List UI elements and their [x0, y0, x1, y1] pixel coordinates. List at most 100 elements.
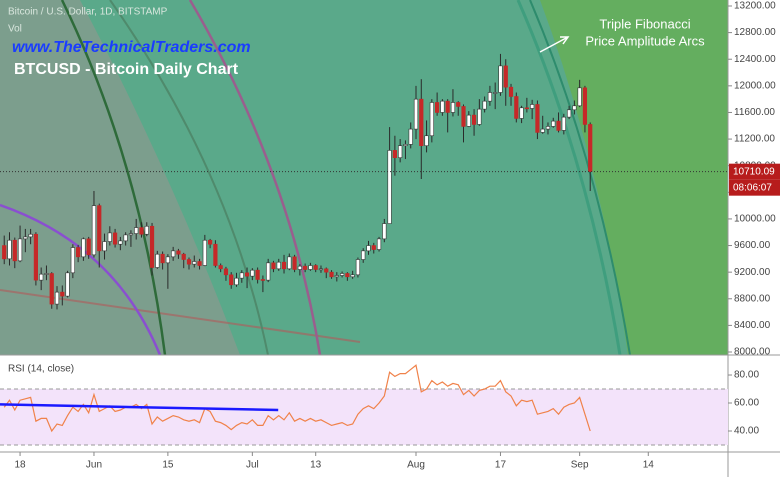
candle-body: [97, 205, 102, 252]
candle-body: [339, 273, 345, 276]
x-tick-label: 14: [643, 460, 655, 471]
candle-body: [292, 256, 297, 270]
x-tick-label: Jun: [86, 460, 102, 471]
candle-body: [23, 236, 28, 240]
candle-body: [572, 105, 577, 111]
candle-body: [535, 104, 540, 133]
candle-body: [466, 114, 471, 127]
candle-body: [213, 243, 218, 266]
candle-body: [376, 238, 382, 250]
candle-body: [403, 144, 408, 147]
y-tick-label: 8400.00: [734, 320, 771, 331]
candle-body: [33, 233, 38, 281]
candle-body: [561, 116, 566, 131]
candle-body: [530, 104, 535, 109]
candle-body: [577, 87, 582, 107]
y-tick-label: 11200.00: [734, 134, 775, 145]
candle-body: [70, 247, 75, 274]
candle-body: [493, 92, 498, 94]
candle-body: [112, 232, 118, 245]
candle-body: [287, 256, 292, 270]
candle-body: [540, 128, 545, 133]
y-tick-label: 80.00: [734, 370, 759, 381]
candle-body: [266, 262, 271, 281]
candle-body: [260, 279, 266, 281]
candle-body: [60, 291, 65, 297]
candle-body: [144, 225, 149, 235]
candle-body: [355, 259, 361, 276]
candle-body: [65, 272, 70, 297]
y-tick-label: 12000.00: [734, 80, 776, 91]
rsi-band: [0, 389, 728, 446]
candle-body: [208, 239, 213, 245]
candle-body: [477, 108, 482, 125]
candle-body: [588, 124, 593, 172]
candle-body: [128, 233, 134, 236]
candle-body: [250, 269, 255, 277]
candle-body: [435, 102, 440, 113]
candle-body: [165, 256, 170, 264]
candle-body: [86, 238, 91, 256]
candle-body: [408, 128, 413, 145]
candle-body: [102, 241, 107, 252]
candle-body: [28, 233, 33, 238]
candle-body: [186, 259, 192, 265]
countdown-box: [729, 179, 780, 196]
candle-body: [202, 239, 207, 266]
candle-body: [514, 96, 519, 119]
candle-body: [239, 272, 244, 279]
x-tick-label: 15: [162, 460, 174, 471]
y-tick-label: 12800.00: [734, 27, 776, 38]
candle-body: [223, 268, 229, 276]
fib-zone: [0, 0, 240, 355]
candle-body: [91, 205, 97, 256]
candle-body: [17, 238, 23, 262]
volume-label: Vol: [8, 24, 22, 35]
candle-body: [387, 150, 392, 224]
fib-arc: [0, 203, 162, 356]
annotation: Triple Fibonacci: [599, 16, 690, 31]
candle-body: [218, 265, 223, 270]
candle-body: [345, 273, 350, 278]
candle-body: [39, 273, 44, 281]
candle-body: [181, 253, 186, 260]
countdown-label: 08:06:07: [733, 182, 772, 193]
y-tick-label: 60.00: [734, 398, 759, 409]
candle-body: [12, 239, 17, 262]
candle-body: [471, 114, 477, 125]
candle-body: [49, 273, 54, 305]
candle-body: [350, 274, 355, 278]
candle-body: [118, 240, 123, 245]
x-tick-label: 18: [14, 460, 26, 471]
candle-body: [318, 268, 324, 271]
fib-arc: [188, 0, 322, 356]
candle-body: [192, 261, 197, 265]
candle-body: [7, 239, 12, 260]
y-tick-label: 10000.00: [734, 214, 776, 225]
x-tick-label: Sep: [571, 460, 589, 471]
last-price-label: 10710.09: [733, 166, 775, 177]
fib-arc: [516, 0, 622, 356]
x-tick-label: Aug: [407, 460, 425, 471]
x-tick-label: 13: [310, 460, 322, 471]
candle-body: [556, 120, 561, 131]
x-tick-label: 17: [495, 460, 507, 471]
y-tick-label: 12400.00: [734, 54, 776, 65]
candle-body: [155, 253, 160, 268]
candle-body: [229, 274, 234, 286]
candle-body: [419, 98, 424, 147]
x-tick-label: Jul: [246, 460, 259, 471]
candle-body: [276, 261, 281, 270]
symbol-line: Bitcoin / U.S. Dollar, 1D, BITSTAMP: [8, 7, 168, 18]
candle-body: [234, 277, 239, 286]
candle-body: [392, 150, 397, 159]
candle-body: [281, 261, 287, 270]
annotation: Price Amplitude Arcs: [585, 33, 705, 48]
candle-body: [398, 145, 403, 159]
candle-body: [2, 245, 7, 260]
watermark: www.TheTechnicalTraders.com: [12, 39, 251, 56]
candle-body: [160, 253, 165, 264]
candle-body: [424, 135, 429, 147]
rsi-trendline: [0, 403, 279, 412]
